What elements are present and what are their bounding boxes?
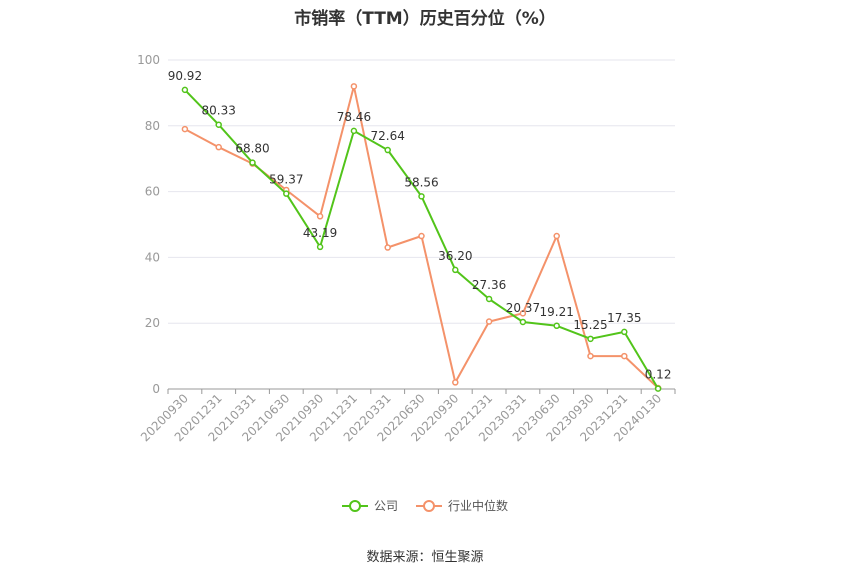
legend: 公司 行业中位数 <box>0 497 850 514</box>
data-point-0 <box>384 146 391 154</box>
data-label: 78.46 <box>337 110 371 124</box>
data-label: 58.56 <box>404 175 438 189</box>
data-label: 19.21 <box>540 305 574 319</box>
data-label: 20.37 <box>506 301 540 315</box>
data-point-1 <box>384 244 391 251</box>
data-point-1 <box>519 310 527 317</box>
data-point-0 <box>418 193 425 200</box>
y-tick-label: 20 <box>145 316 160 330</box>
legend-swatch-company <box>341 499 368 513</box>
data-label: 80.33 <box>202 104 236 118</box>
data-point-0 <box>519 318 527 326</box>
data-source-note: 数据来源：恒生聚源 <box>366 550 484 565</box>
y-tick-label: 100 <box>137 53 160 67</box>
data-point-1 <box>485 318 493 325</box>
legend-swatch-industry-median <box>416 499 442 513</box>
chart-title: 市销率（TTM）历史百分位（%） <box>294 9 556 29</box>
data-label: 90.92 <box>168 69 202 83</box>
data-point-0 <box>452 266 459 274</box>
data-label: 59.37 <box>269 173 303 187</box>
data-label: 72.64 <box>371 129 405 143</box>
data-point-0 <box>316 243 324 251</box>
data-point-0 <box>485 295 493 303</box>
data-point-1 <box>553 232 560 240</box>
data-point-1 <box>316 213 324 220</box>
y-tick-label: 40 <box>145 250 160 264</box>
data-point-0 <box>283 190 290 197</box>
y-tick-label: 60 <box>145 185 160 199</box>
data-point-0 <box>215 121 222 128</box>
data-point-1 <box>587 352 594 360</box>
data-point-0 <box>249 159 256 166</box>
data-point-1 <box>181 125 189 133</box>
legend-item-industry-median[interactable]: 行业中位数 <box>416 497 508 514</box>
data-point-0 <box>181 86 189 94</box>
data-label: 17.35 <box>607 311 641 325</box>
data-point-0 <box>553 322 560 330</box>
data-point-1 <box>621 352 628 360</box>
data-label: 0.12 <box>645 368 672 382</box>
data-point-0 <box>350 127 358 135</box>
data-point-0 <box>654 385 662 392</box>
y-tick-label: 80 <box>145 119 160 133</box>
y-tick-label: 0 <box>152 382 160 396</box>
data-point-0 <box>621 328 628 336</box>
legend-item-company[interactable]: 公司 <box>341 497 398 514</box>
data-point-1 <box>350 83 358 90</box>
data-label: 68.80 <box>235 142 269 156</box>
data-point-0 <box>587 335 594 343</box>
data-point-1 <box>215 143 222 151</box>
data-point-1 <box>418 232 425 240</box>
data-label: 27.36 <box>472 278 506 292</box>
legend-label-company: 公司 <box>373 499 398 513</box>
data-label: 15.25 <box>573 318 607 332</box>
legend-label-industry-median: 行业中位数 <box>448 499 509 513</box>
data-label: 43.19 <box>303 226 337 240</box>
data-point-1 <box>452 379 459 386</box>
data-label: 36.20 <box>438 249 472 263</box>
